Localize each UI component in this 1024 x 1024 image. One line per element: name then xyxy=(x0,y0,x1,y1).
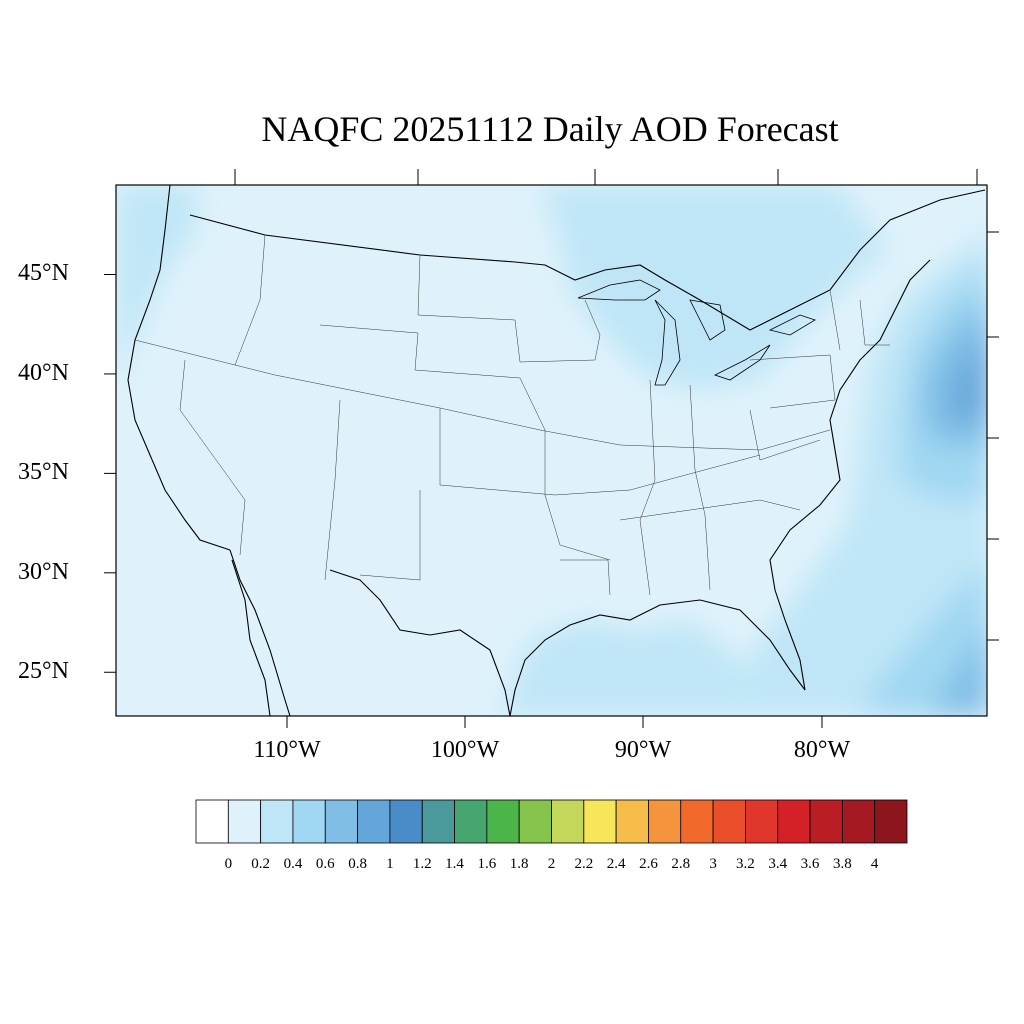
colorbar-swatch xyxy=(745,799,779,844)
colorbar-label: 0 xyxy=(224,856,233,872)
colorbar-swatch xyxy=(421,799,455,844)
colorbar-label: 0.2 xyxy=(251,856,270,872)
colorbar-swatch xyxy=(648,799,682,844)
colorbar-label: 1.8 xyxy=(509,856,529,872)
state-borders xyxy=(134,234,890,596)
lat-label: 30°N xyxy=(18,558,69,585)
colorbar-swatch xyxy=(841,799,876,844)
colorbar-swatch xyxy=(389,799,423,844)
lat-label: 25°N xyxy=(18,658,69,685)
colorbar-swatch xyxy=(809,799,843,844)
lon-label: 110°W xyxy=(253,737,321,763)
colorbar-label: 2.6 xyxy=(639,856,658,872)
colorbar-swatch xyxy=(292,799,326,844)
colorbar-label: 1.4 xyxy=(445,856,464,872)
coastline xyxy=(127,185,986,716)
lon-label: 100°W xyxy=(430,737,500,763)
colorbar-label: 2 xyxy=(547,856,556,872)
lon-label: 90°W xyxy=(614,737,672,763)
axis-ticks xyxy=(104,169,999,728)
lat-label: 45°N xyxy=(18,260,69,287)
colorbar-label: 3.8 xyxy=(832,856,852,872)
colorbar-swatch xyxy=(615,799,649,844)
colorbar-swatch xyxy=(324,799,358,844)
colorbar xyxy=(195,799,908,844)
plot-title: NAQFC 20251112 Daily AOD Forecast xyxy=(261,109,839,149)
lat-label: 40°N xyxy=(18,359,69,386)
colorbar-label: 2.2 xyxy=(574,856,594,872)
colorbar-swatch xyxy=(518,799,552,844)
colorbar-swatch xyxy=(777,799,811,844)
colorbar-label: 3.4 xyxy=(768,856,788,872)
colorbar-label: 2.8 xyxy=(671,856,691,872)
colorbar-swatch xyxy=(195,799,229,844)
colorbar-label: 3.2 xyxy=(736,856,755,872)
colorbar-swatch xyxy=(486,799,520,844)
colorbar-label: 3 xyxy=(709,856,717,872)
colorbar-label: 2.4 xyxy=(606,856,626,872)
colorbar-swatch xyxy=(551,799,585,844)
boundaries xyxy=(127,185,986,716)
colorbar-label: 0.8 xyxy=(348,856,367,872)
colorbar-swatch xyxy=(454,799,488,844)
colorbar-label: 1.2 xyxy=(412,856,432,872)
colorbar-swatch xyxy=(357,799,391,844)
colorbar-label: 3.6 xyxy=(800,856,820,872)
lat-label: 35°N xyxy=(18,459,69,486)
colorbar-label: 1 xyxy=(386,856,394,872)
colorbar-label: 4 xyxy=(870,856,879,872)
colorbar-swatch xyxy=(227,799,262,844)
aod-field xyxy=(116,185,987,716)
colorbar-swatch xyxy=(583,799,617,844)
colorbar-swatch xyxy=(874,799,908,844)
great-lakes xyxy=(577,279,816,386)
colorbar-swatch xyxy=(260,799,294,844)
colorbar-label: 0.6 xyxy=(315,856,335,872)
colorbar-swatch xyxy=(712,799,746,844)
colorbar-swatch xyxy=(680,799,714,844)
lon-label: 80°W xyxy=(793,737,851,763)
colorbar-label: 0.4 xyxy=(283,856,303,872)
colorbar-label: 1.6 xyxy=(477,856,497,872)
map-frame xyxy=(115,184,988,717)
